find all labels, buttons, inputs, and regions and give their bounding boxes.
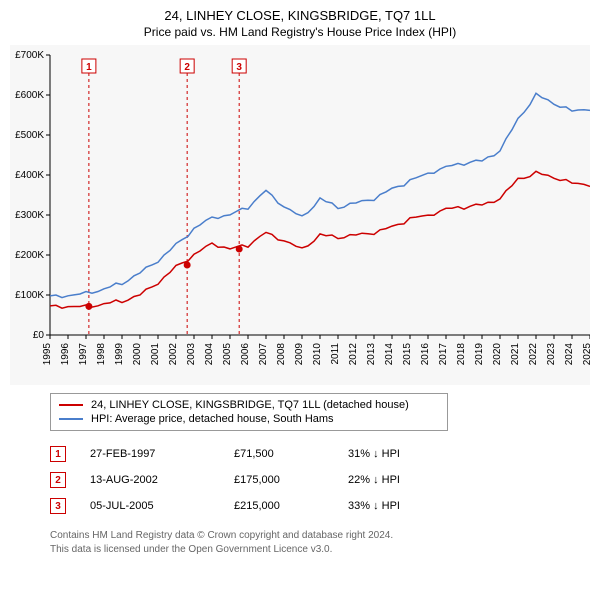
x-tick-label: 2004 bbox=[204, 343, 215, 366]
x-tick-label: 2025 bbox=[582, 343, 590, 366]
chart-svg: £0 £100K £200K £300K £400K £500K £600K £700K 199… bbox=[10, 45, 590, 385]
y-tick-label: £0 bbox=[33, 330, 45, 341]
y-tick-label: £200K bbox=[15, 250, 44, 261]
x-tick-label: 2013 bbox=[366, 343, 377, 366]
x-tick-label: 2000 bbox=[132, 343, 143, 366]
legend-label: HPI: Average price, detached house, Sout… bbox=[91, 413, 334, 425]
event-delta: 33% ↓ HPI bbox=[348, 500, 438, 512]
event-delta: 22% ↓ HPI bbox=[348, 474, 438, 486]
legend: 24, LINHEY CLOSE, KINGSBRIDGE, TQ7 1LL (… bbox=[50, 393, 448, 431]
x-tick-label: 2010 bbox=[312, 343, 323, 366]
footer-line-2: This data is licensed under the Open Gov… bbox=[50, 543, 590, 557]
event-marker-1: 1 bbox=[86, 62, 92, 73]
x-tick-label: 2023 bbox=[546, 343, 557, 366]
event-date: 13-AUG-2002 bbox=[90, 474, 210, 486]
x-tick-label: 2015 bbox=[402, 343, 413, 366]
event-row: 3 05-JUL-2005 £215,000 33% ↓ HPI bbox=[50, 493, 590, 519]
x-tick-label: 2008 bbox=[276, 343, 287, 366]
chart-plot-area: £0 £100K £200K £300K £400K £500K £600K £700K 199… bbox=[10, 45, 590, 385]
event-date: 05-JUL-2005 bbox=[90, 500, 210, 512]
x-tick-label: 2012 bbox=[348, 343, 359, 366]
y-tick-label: £700K bbox=[15, 50, 44, 61]
x-tick-label: 1998 bbox=[96, 343, 107, 366]
x-tick-label: 2014 bbox=[384, 343, 395, 366]
event-marker-2: 2 bbox=[184, 62, 190, 73]
y-tick-label: £300K bbox=[15, 210, 44, 221]
event-price: £215,000 bbox=[234, 500, 324, 512]
event-marker-box: 3 bbox=[50, 498, 66, 514]
chart-container: 24, LINHEY CLOSE, KINGSBRIDGE, TQ7 1LL P… bbox=[0, 0, 600, 566]
x-tick-label: 2001 bbox=[150, 343, 161, 366]
y-tick-label: £400K bbox=[15, 170, 44, 181]
x-tick-label: 2016 bbox=[420, 343, 431, 366]
x-tick-label: 2024 bbox=[564, 343, 575, 366]
event-marker-3: 3 bbox=[236, 62, 242, 73]
event-marker-box: 1 bbox=[50, 446, 66, 462]
legend-item: 24, LINHEY CLOSE, KINGSBRIDGE, TQ7 1LL (… bbox=[59, 398, 439, 412]
x-tick-label: 2020 bbox=[492, 343, 503, 366]
legend-item: HPI: Average price, detached house, Sout… bbox=[59, 412, 439, 426]
events-table: 1 27-FEB-1997 £71,500 31% ↓ HPI 2 13-AUG-2002… bbox=[50, 441, 590, 519]
x-tick-label: 2019 bbox=[474, 343, 485, 366]
x-tick-label: 2007 bbox=[258, 343, 269, 366]
x-tick-label: 1997 bbox=[78, 343, 89, 366]
event-date: 27-FEB-1997 bbox=[90, 448, 210, 460]
x-tick-label: 2018 bbox=[456, 343, 467, 366]
event-row: 1 27-FEB-1997 £71,500 31% ↓ HPI bbox=[50, 441, 590, 467]
legend-label: 24, LINHEY CLOSE, KINGSBRIDGE, TQ7 1LL (… bbox=[91, 399, 409, 411]
chart-subtitle: Price paid vs. HM Land Registry's House … bbox=[10, 25, 590, 39]
footer-line-1: Contains HM Land Registry data © Crown c… bbox=[50, 529, 590, 543]
x-tick-label: 2009 bbox=[294, 343, 305, 366]
event-price: £71,500 bbox=[234, 448, 324, 460]
event-price: £175,000 bbox=[234, 474, 324, 486]
event-row: 2 13-AUG-2002 £175,000 22% ↓ HPI bbox=[50, 467, 590, 493]
x-tick-label: 2021 bbox=[510, 343, 521, 366]
y-tick-label: £100K bbox=[15, 290, 44, 301]
x-tick-label: 1995 bbox=[42, 343, 53, 366]
x-tick-label: 2006 bbox=[240, 343, 251, 366]
y-tick-label: £600K bbox=[15, 90, 44, 101]
x-tick-label: 1996 bbox=[60, 343, 71, 366]
x-tick-label: 2017 bbox=[438, 343, 449, 366]
x-tick-label: 2022 bbox=[528, 343, 539, 366]
x-tick-label: 1999 bbox=[114, 343, 125, 366]
x-tick-label: 2002 bbox=[168, 343, 179, 366]
chart-title: 24, LINHEY CLOSE, KINGSBRIDGE, TQ7 1LL bbox=[10, 8, 590, 23]
x-tick-label: 2003 bbox=[186, 343, 197, 366]
x-tick-label: 2011 bbox=[330, 343, 341, 365]
y-tick-label: £500K bbox=[15, 130, 44, 141]
legend-swatch bbox=[59, 418, 83, 420]
event-marker-box: 2 bbox=[50, 472, 66, 488]
event-delta: 31% ↓ HPI bbox=[348, 448, 438, 460]
x-tick-label: 2005 bbox=[222, 343, 233, 366]
legend-swatch bbox=[59, 404, 83, 406]
footer-attribution: Contains HM Land Registry data © Crown c… bbox=[50, 529, 590, 556]
